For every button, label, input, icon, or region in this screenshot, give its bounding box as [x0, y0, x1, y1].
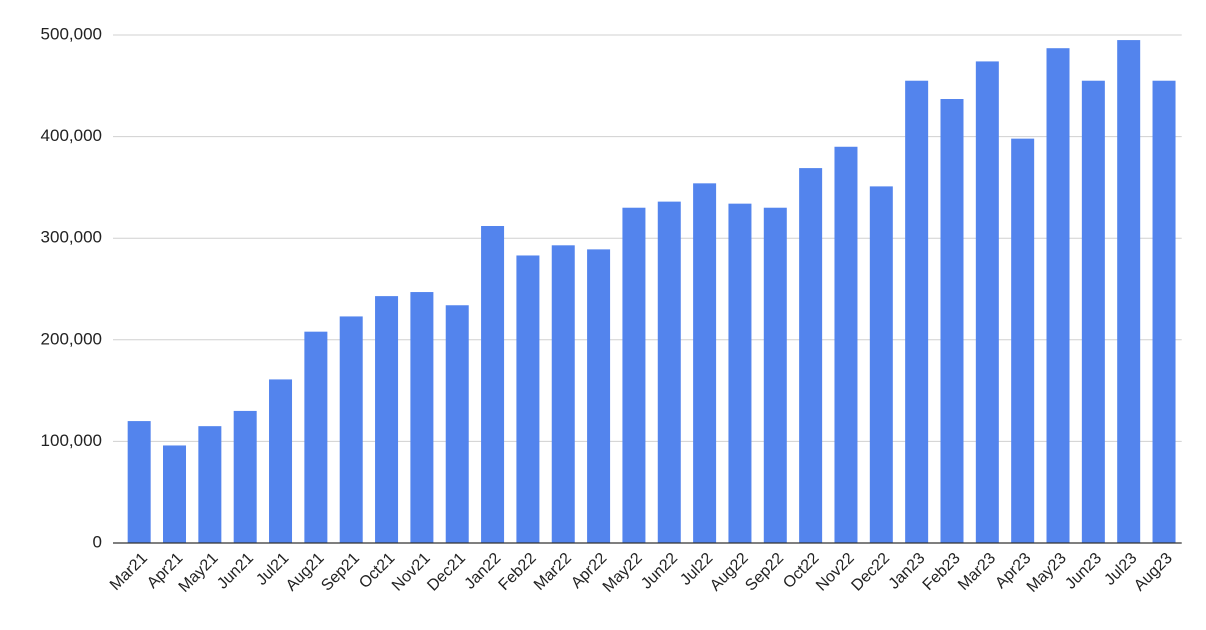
- x-tick-label: Sep21: [318, 550, 363, 595]
- y-tick-label: 400,000: [41, 126, 102, 145]
- bar: [269, 379, 293, 543]
- bar: [1152, 80, 1176, 543]
- bar: [516, 255, 540, 544]
- y-tick-label: 500,000: [41, 24, 102, 43]
- bar: [834, 146, 858, 543]
- y-tick-label: 100,000: [41, 431, 102, 450]
- bar: [339, 316, 363, 543]
- bar: [763, 207, 787, 543]
- bar: [163, 445, 187, 543]
- bar: [728, 203, 752, 543]
- bar: [233, 410, 257, 543]
- x-tick-label: Jan22: [462, 550, 505, 593]
- x-tick-label: Jun23: [1062, 550, 1105, 593]
- x-tick-label: May23: [1024, 550, 1070, 596]
- bar: [198, 426, 222, 543]
- bar: [551, 245, 575, 543]
- x-tick-label: Mar23: [955, 550, 999, 594]
- x-tick-label: May22: [600, 550, 646, 596]
- bar: [905, 80, 929, 543]
- x-tick-label: Feb22: [496, 550, 540, 594]
- bar: [693, 183, 717, 543]
- bar: [304, 331, 328, 543]
- y-tick-label: 0: [93, 532, 102, 551]
- bar: [1081, 80, 1105, 543]
- y-tick-label: 300,000: [41, 228, 102, 247]
- bar: [410, 292, 434, 543]
- x-tick-label: Aug23: [1131, 550, 1176, 595]
- bar: [445, 305, 469, 543]
- bar: [587, 249, 611, 543]
- bar: [127, 421, 151, 543]
- x-tick-label: Jun22: [638, 550, 681, 593]
- x-tick-label: Feb23: [920, 550, 964, 594]
- x-tick-label: Aug22: [707, 550, 752, 595]
- bar: [657, 201, 681, 543]
- x-tick-label: Sep22: [742, 550, 787, 595]
- x-tick-label: Dec22: [848, 550, 893, 595]
- x-tick-label: Dec21: [424, 550, 469, 595]
- bar: [799, 168, 823, 543]
- x-axis: Mar21Apr21May21Jun21Jul21Aug21Sep21Oct21…: [107, 550, 1176, 596]
- bar: [940, 99, 964, 544]
- x-tick-label: May21: [176, 550, 222, 596]
- bar: [1046, 48, 1070, 543]
- x-tick-label: Mar22: [531, 550, 575, 594]
- bar: [375, 296, 399, 543]
- bar: [869, 186, 893, 543]
- bar: [1117, 40, 1141, 544]
- x-tick-label: Nov22: [813, 550, 858, 595]
- x-tick-label: Jun21: [214, 550, 257, 593]
- y-tick-label: 200,000: [41, 329, 102, 348]
- bar: [481, 226, 505, 543]
- x-tick-label: Nov21: [389, 550, 434, 595]
- bar: [975, 61, 999, 543]
- x-tick-label: Aug21: [283, 550, 328, 595]
- bar: [622, 207, 646, 543]
- bar: [1011, 138, 1035, 543]
- x-tick-label: Jan23: [886, 550, 929, 593]
- x-tick-label: Mar21: [107, 550, 151, 594]
